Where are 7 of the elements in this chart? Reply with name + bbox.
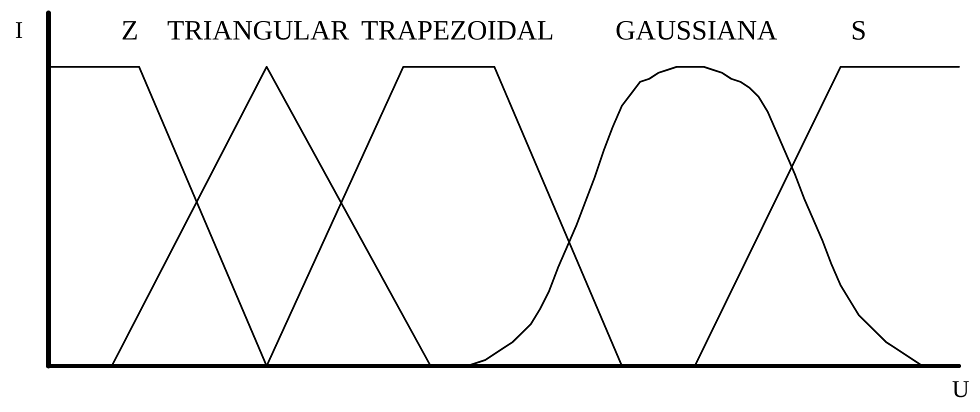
series-label: Z [121, 15, 138, 46]
x-axis-title: U [952, 377, 970, 403]
series-label: TRIANGULAR [167, 15, 350, 46]
series-label: S [850, 15, 867, 46]
series-label: GAUSSIANA [615, 15, 778, 46]
y-axis-title: I [15, 18, 23, 44]
series-label: TRAPEZOIDAL [361, 15, 554, 46]
